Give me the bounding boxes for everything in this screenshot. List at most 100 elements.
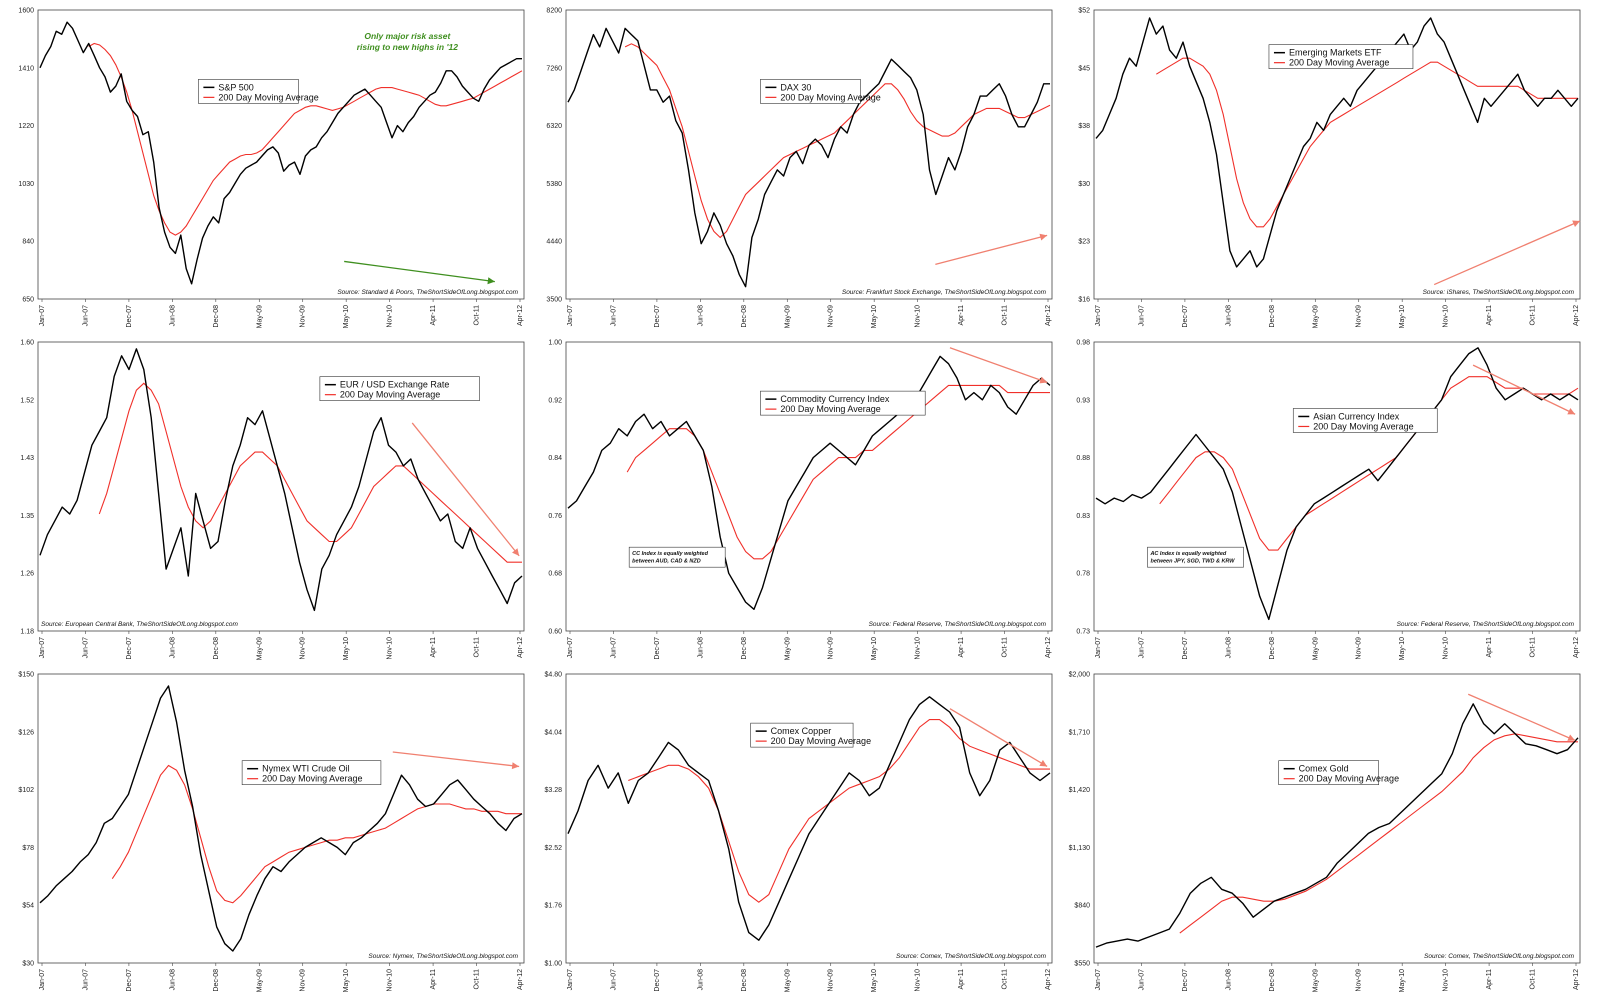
x-tick-label: Dec-08 (213, 637, 220, 660)
trend-arrow-line (344, 260, 495, 283)
x-tick-label: Nov-10 (915, 969, 922, 992)
x-tick-label: Oct-11 (1002, 969, 1009, 990)
legend-label-ma: 200 Day Moving Average (771, 736, 871, 746)
x-tick-label: Nov-09 (300, 969, 307, 992)
y-tick-label: $4.80 (544, 672, 562, 679)
x-tick-label: Oct-11 (1002, 305, 1009, 326)
x-tick-label: Nov-09 (828, 637, 835, 660)
x-tick-label: Dec-08 (1269, 305, 1276, 328)
x-tick-label: May-10 (1399, 969, 1406, 992)
y-tick-label: $52 (1078, 8, 1090, 15)
x-tick-label: Jan-07 (39, 969, 46, 991)
y-tick-label: $45 (1078, 65, 1090, 72)
x-tick-label: May-09 (256, 637, 263, 660)
x-tick-label: May-09 (256, 305, 263, 328)
y-tick-label: $126 (18, 729, 34, 736)
legend-label-ma: 200 Day Moving Average (340, 390, 440, 400)
legend-label-ma: 200 Day Moving Average (1289, 58, 1389, 68)
y-tick-label: 0.76 (548, 513, 562, 520)
ma-series-line (628, 719, 1050, 903)
x-tick-label: Dec-08 (213, 969, 220, 992)
y-tick-label: $1,130 (1069, 845, 1091, 852)
y-tick-label: $840 (1074, 903, 1090, 910)
chart-panel-1: 1600 1410 1220 1030 840 650 Jan-07 Jun-07 Dec-07… (18, 8, 525, 328)
y-tick-label: 0.84 (548, 455, 562, 462)
x-tick-label: Dec-07 (1182, 305, 1189, 328)
chart-panel-5: 1.00 0.92 0.84 0.76 0.68 0.60 Jan-07 Jun-07 Dec-… (548, 340, 1053, 660)
x-tick-label: Dec-07 (1182, 969, 1189, 992)
x-tick-label: Apr-11 (958, 637, 965, 658)
plot-frame (1093, 673, 1581, 964)
y-tick-label: $1.00 (544, 961, 562, 968)
y-tick-label: $23 (1078, 239, 1090, 246)
x-tick-label: Oct-11 (474, 637, 481, 658)
annotation-text: Only major risk asset (364, 31, 451, 41)
x-tick-label: Jan-07 (567, 637, 574, 659)
source-text: Source: European Central Bank, TheShortS… (41, 621, 239, 628)
y-tick-label: 0.93 (1076, 397, 1090, 404)
x-tick-label: Apr-11 (958, 305, 965, 326)
x-tick-label: Nov-10 (387, 637, 394, 660)
price-series-line (567, 27, 1050, 288)
x-tick-label: Apr-12 (1573, 637, 1580, 658)
note-text: between JPY, SGD, TWD & KRW (1150, 559, 1235, 565)
x-tick-label: Oct-11 (474, 305, 481, 326)
x-tick-label: Apr-11 (958, 969, 965, 990)
chart-panel-8: $4.80 $4.04 $3.28 $2.52 $1.76 $1.00 Jan-07 Jun-… (544, 672, 1053, 992)
legend-label-price: Emerging Markets ETF (1289, 48, 1382, 58)
y-tick-label: $2,000 (1069, 672, 1091, 679)
y-tick-label: 1.26 (20, 571, 34, 578)
trend-arrow-line (949, 708, 1048, 768)
y-tick-label: $3.28 (544, 787, 562, 794)
x-tick-label: Dec-08 (741, 969, 748, 992)
x-tick-label: Jun-08 (1225, 305, 1232, 327)
price-series-line (1095, 347, 1579, 621)
source-text: Source: Comex, TheShortSideOfLong.blogsp… (896, 953, 1047, 960)
note-box (1147, 546, 1244, 568)
x-tick-label: Apr-12 (517, 305, 524, 326)
x-tick-label: Dec-07 (654, 637, 661, 660)
x-tick-label: Jun-08 (697, 637, 704, 659)
plot-frame (37, 9, 525, 300)
legend-label-ma: 200 Day Moving Average (780, 92, 880, 102)
x-tick-label: Dec-08 (741, 637, 748, 660)
x-tick-label: Jun-07 (610, 969, 617, 991)
x-tick-label: Nov-10 (1443, 305, 1450, 328)
x-tick-label: Oct-11 (1530, 969, 1537, 990)
y-tick-label: $1,420 (1069, 787, 1091, 794)
x-tick-label: Oct-11 (474, 969, 481, 990)
y-tick-label: 7260 (546, 65, 562, 72)
x-tick-label: Apr-12 (517, 637, 524, 658)
y-tick-label: 5380 (546, 181, 562, 188)
y-tick-label: 1.18 (20, 629, 34, 636)
y-tick-label: 8200 (546, 8, 562, 15)
x-tick-label: May-10 (871, 969, 878, 992)
y-tick-label: $1.76 (544, 903, 562, 910)
x-tick-label: Apr-11 (430, 637, 437, 658)
x-tick-label: Jun-07 (82, 969, 89, 991)
y-tick-label: 1.52 (20, 397, 34, 404)
x-tick-label: May-10 (871, 305, 878, 328)
y-tick-label: 6320 (546, 123, 562, 130)
y-tick-label: 1410 (18, 65, 34, 72)
source-text: Source: Federal Reserve, TheShortSideOfL… (869, 621, 1047, 628)
ma-series-line (88, 42, 523, 236)
x-tick-label: Jan-07 (39, 637, 46, 659)
trend-arrow-line (935, 234, 1048, 265)
y-tick-label: 1.00 (548, 340, 562, 347)
ma-series-line (624, 43, 1051, 239)
plot-frame (565, 673, 1053, 964)
x-tick-label: Apr-11 (1486, 305, 1493, 326)
x-tick-label: Jan-07 (1095, 305, 1102, 327)
source-text: Source: iShares, TheShortSideOfLong.blog… (1423, 289, 1575, 296)
trend-arrow-line (1433, 220, 1581, 286)
x-tick-label: Nov-10 (1443, 969, 1450, 992)
chart-panel-6: 0.98 0.93 0.88 0.83 0.78 0.73 Jan-07 Jun-07 Dec-… (1076, 340, 1581, 660)
note-text: between AUD, CAD & NZD (632, 559, 701, 565)
x-tick-label: Oct-11 (1530, 305, 1537, 326)
trend-arrow-head (1039, 759, 1048, 767)
x-tick-label: May-10 (871, 637, 878, 660)
x-tick-label: Jan-07 (567, 969, 574, 991)
legend-box (750, 722, 854, 748)
